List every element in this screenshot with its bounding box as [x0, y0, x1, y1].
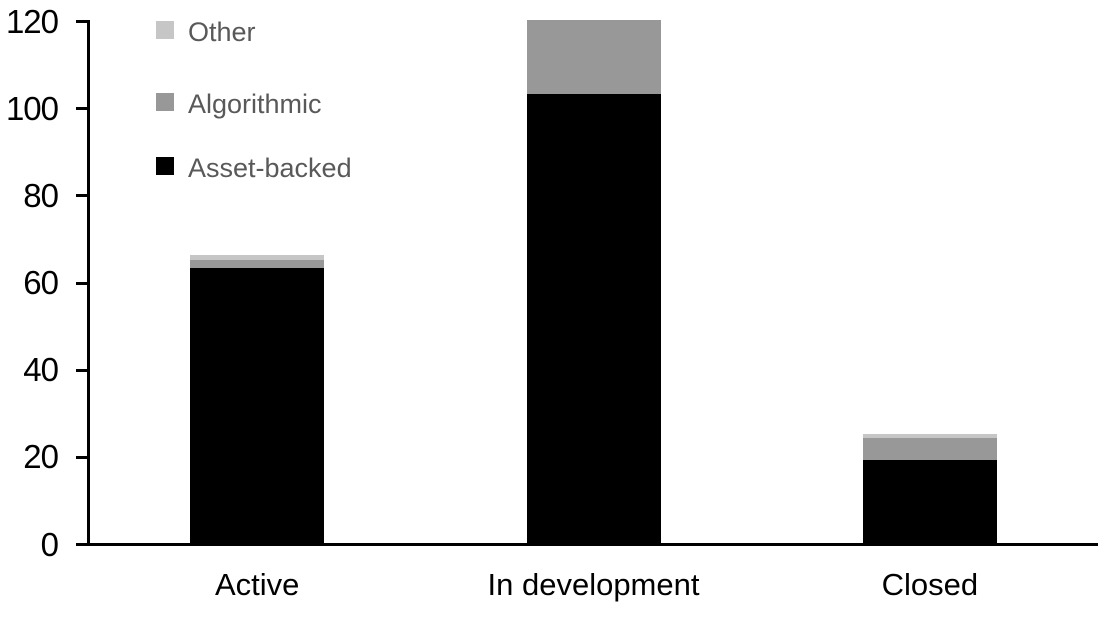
y-tick-mark: [76, 368, 90, 372]
y-tick-label: 0: [40, 525, 59, 563]
legend-label: Algorithmic: [188, 89, 322, 119]
bar-segment-other-closed: [862, 434, 997, 439]
bar-segment-algorithmic-active: [190, 259, 325, 269]
legend-item-other: Other: [156, 18, 256, 46]
bar-segment-algorithmic-closed: [862, 438, 997, 461]
bar-segment-asset-backed-closed: [862, 460, 997, 543]
y-tick-label: 120: [5, 2, 59, 40]
y-tick-label: 60: [23, 264, 59, 301]
bar-segment-algorithmic-in-development: [526, 20, 661, 95]
y-tick-mark: [76, 455, 90, 459]
y-tick-mark: [76, 543, 90, 546]
legend-swatch-icon: [156, 93, 174, 111]
y-tick-label: 40: [23, 351, 59, 389]
legend-swatch-icon: [156, 21, 174, 39]
y-tick-label: 100: [5, 89, 59, 127]
bar-segment-other-active: [190, 255, 325, 260]
bar-segment-asset-backed-active: [190, 268, 325, 543]
x-axis-line: [87, 543, 1098, 546]
y-tick-mark: [76, 20, 90, 23]
y-tick-label: 80: [23, 176, 59, 214]
x-tick-label-closed: Closed: [881, 567, 979, 602]
legend-label: Other: [188, 17, 256, 47]
legend-item-algorithmic: Algorithmic: [156, 90, 322, 118]
x-tick-label-active: Active: [214, 567, 300, 602]
y-tick-label: 20: [23, 438, 59, 476]
y-tick-mark: [76, 107, 90, 111]
legend-swatch-icon: [156, 157, 174, 175]
y-tick-mark: [76, 281, 90, 285]
bar-segment-asset-backed-in-development: [526, 94, 661, 543]
y-tick-mark: [76, 194, 90, 198]
x-tick-label-in-development: In development: [487, 567, 700, 602]
legend-label: Asset-backed: [188, 153, 352, 183]
legend-item-asset-backed: Asset-backed: [156, 154, 352, 182]
